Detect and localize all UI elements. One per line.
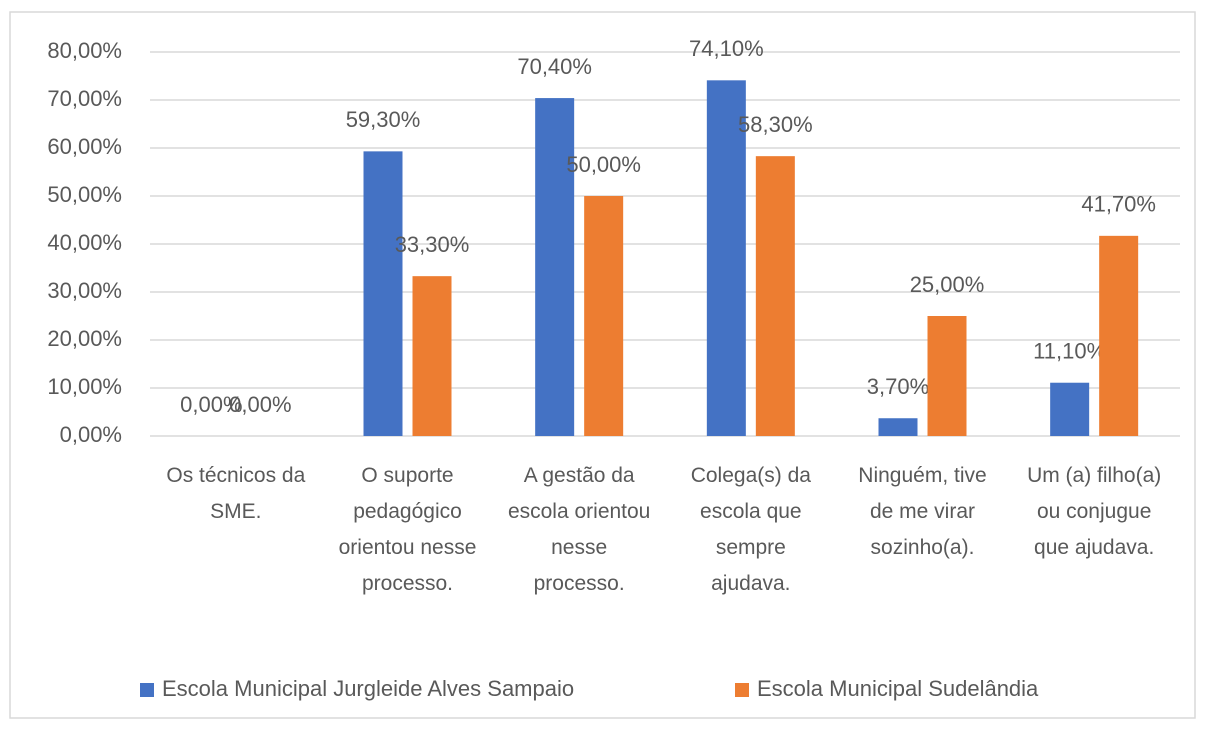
x-tick-label: Colega(s) da escola que sempre ajudava. <box>690 464 811 595</box>
bar <box>878 418 918 436</box>
y-tick-label: 10,00% <box>47 374 122 399</box>
x-tick-label: Um (a) filho(a) ou conjugue que ajudava. <box>1027 464 1162 559</box>
y-tick-label: 0,00% <box>60 422 122 447</box>
data-label: 58,30% <box>738 112 813 137</box>
y-tick-label: 30,00% <box>47 278 122 303</box>
y-tick-label: 60,00% <box>47 134 122 159</box>
bar <box>1099 235 1139 436</box>
x-tick-label: Os técnicos da SME. <box>166 464 306 523</box>
data-label: 0,00% <box>180 392 242 417</box>
data-label: 11,10% <box>1033 339 1106 364</box>
legend-label: Escola Municipal Sudelândia <box>757 676 1039 701</box>
data-label: 74,10% <box>689 36 764 61</box>
legend-swatch <box>735 683 749 697</box>
y-tick-label: 50,00% <box>47 182 122 207</box>
bar <box>363 151 403 437</box>
data-label: 41,70% <box>1081 192 1156 217</box>
data-label: 50,00% <box>566 152 641 177</box>
bar <box>1050 382 1090 436</box>
legend-swatch <box>140 683 154 697</box>
data-label: 70,40% <box>517 54 592 79</box>
y-tick-label: 80,00% <box>47 38 122 63</box>
x-tick-label: A gestão da escola orientou nesse proces… <box>507 464 651 595</box>
data-label: 33,30% <box>395 232 470 257</box>
y-tick-label: 20,00% <box>47 326 122 351</box>
bar <box>584 196 624 436</box>
data-label: 59,30% <box>346 107 421 132</box>
bar <box>535 98 575 436</box>
data-label: 3,70% <box>867 374 929 399</box>
y-tick-label: 70,00% <box>47 86 122 111</box>
legend-label: Escola Municipal Jurgleide Alves Sampaio <box>162 676 574 701</box>
bar <box>412 276 452 436</box>
bar <box>927 316 967 436</box>
bar <box>706 80 746 436</box>
x-tick-label: Ninguém, tive de me virar sozinho(a). <box>858 464 987 559</box>
x-tick-label: O suporte pedagógico orientou nesse proc… <box>338 464 477 595</box>
bar <box>755 156 795 436</box>
data-label: 0,00% <box>229 392 291 417</box>
data-label: 25,00% <box>910 272 985 297</box>
y-tick-label: 40,00% <box>47 230 122 255</box>
